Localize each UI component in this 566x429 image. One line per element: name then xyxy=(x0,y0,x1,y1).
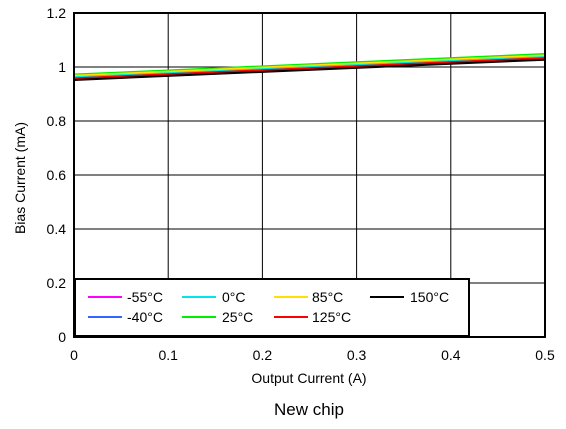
y-tick-label: 0.2 xyxy=(47,275,67,291)
legend-label: -40°C xyxy=(127,309,163,325)
legend-label: 25°C xyxy=(222,309,253,325)
x-tick-label: 0.3 xyxy=(347,347,367,363)
legend-label: 0°C xyxy=(222,289,246,305)
y-tick-label: 0 xyxy=(58,329,66,345)
series-line xyxy=(73,56,546,79)
y-tick-label: 0.8 xyxy=(47,113,67,129)
x-tick-label: 0 xyxy=(70,347,78,363)
x-tick-label: 0.4 xyxy=(441,347,461,363)
legend: -55°C -40°C 0°C 25°C 85°C 125°C 150°C xyxy=(74,278,470,337)
y-tick-label: 1.2 xyxy=(47,5,67,21)
chart-caption: New chip xyxy=(274,400,344,419)
legend-label: -55°C xyxy=(127,289,163,305)
x-tick-label: 0.1 xyxy=(158,347,178,363)
y-tick-label: 1 xyxy=(58,59,66,75)
series-line xyxy=(73,53,546,76)
legend-label: 125°C xyxy=(312,309,351,325)
x-tick-label: 0.2 xyxy=(253,347,273,363)
series-line xyxy=(73,57,546,80)
x-axis-label: Output Current (A) xyxy=(251,370,366,386)
y-tick-label: 0.4 xyxy=(47,221,67,237)
y-axis-label: Bias Current (mA) xyxy=(12,122,28,234)
legend-label: 85°C xyxy=(312,289,343,305)
x-tick-label: 0.5 xyxy=(535,347,555,363)
x-tick-labels: 0 0.1 0.2 0.3 0.4 0.5 xyxy=(70,347,555,363)
series-line xyxy=(73,54,546,77)
legend-label: 150°C xyxy=(410,289,449,305)
legend-box xyxy=(74,278,470,337)
y-tick-labels: 0 0.2 0.4 0.6 0.8 1 1.2 xyxy=(47,5,67,345)
series-lines xyxy=(73,53,546,81)
series-line xyxy=(73,58,546,81)
y-tick-label: 0.6 xyxy=(47,167,67,183)
